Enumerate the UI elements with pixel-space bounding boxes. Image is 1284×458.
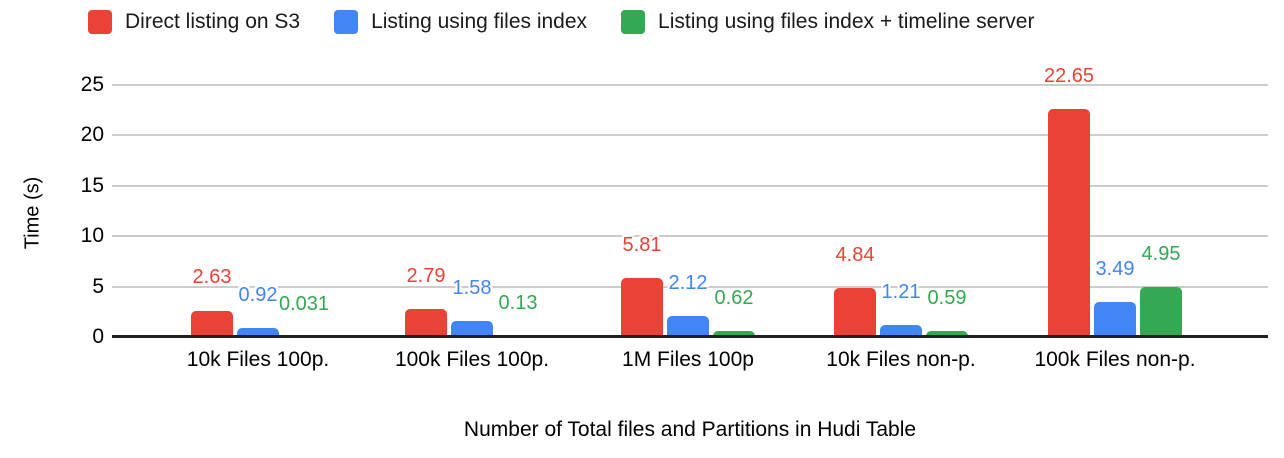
bar-value-label: 4.84	[835, 244, 875, 267]
bar	[191, 310, 233, 337]
bar	[880, 324, 922, 337]
x-category-label: 10k Files non-p.	[826, 348, 976, 371]
y-tick-label: 10	[80, 224, 104, 248]
bar-value-label: 1.21	[881, 280, 921, 303]
bar	[451, 321, 493, 337]
x-category-label: 1M Files 100p	[622, 348, 754, 371]
legend-label: Direct listing on S3	[125, 10, 301, 33]
gridline	[112, 285, 1268, 288]
bar-value-label: 2.79	[406, 264, 446, 287]
chart-legend: Direct listing on S3 Listing using files …	[88, 10, 1034, 34]
bar-value-label: 2.12	[668, 271, 708, 294]
gridline	[112, 184, 1268, 187]
bar	[834, 288, 876, 337]
bar	[1048, 108, 1090, 337]
y-tick-label: 0	[92, 325, 104, 348]
y-tick-label: 5	[92, 274, 104, 298]
bar-value-label: 1.58	[452, 277, 492, 300]
bar-value-label: 0.031	[278, 292, 330, 315]
bar-value-label: 3.49	[1095, 257, 1135, 280]
x-category-label: 100k Files non-p.	[1034, 348, 1196, 371]
bar	[713, 330, 755, 337]
bar-value-label: 0.92	[238, 283, 278, 306]
bar-value-label: 5.81	[622, 234, 662, 257]
bar-value-label: 4.95	[1141, 243, 1181, 266]
legend-item: Listing using files index	[334, 10, 587, 34]
gridline	[112, 84, 1268, 86]
legend-label: Listing using files index	[371, 10, 588, 33]
bar-value-label: 0.13	[498, 291, 538, 314]
legend-item: Direct listing on S3	[88, 10, 300, 34]
bar-value-label: 0.62	[714, 286, 754, 309]
bar	[237, 327, 279, 337]
bar	[1140, 287, 1182, 337]
bar-value-label: 22.65	[1043, 64, 1095, 87]
y-tick-label: 15	[80, 173, 104, 197]
bar-value-label: 2.63	[192, 266, 232, 289]
x-category-label: 100k Files 100p.	[394, 348, 550, 371]
x-category-label: 10k Files 100p.	[186, 348, 330, 371]
legend-swatch-icon	[621, 10, 646, 34]
x-axis-title: Number of Total files and Partitions in …	[463, 418, 917, 441]
legend-label: Listing using files index + timeline ser…	[658, 10, 1035, 33]
legend-item: Listing using files index + timeline ser…	[621, 10, 1034, 34]
bar	[1094, 301, 1136, 337]
legend-swatch-icon	[88, 10, 112, 34]
bar	[667, 315, 709, 337]
bar	[621, 278, 663, 337]
bar	[926, 331, 968, 337]
gridline	[112, 235, 1268, 238]
bar	[405, 308, 447, 337]
x-axis-line	[112, 335, 1268, 338]
gridline	[112, 134, 1268, 137]
legend-swatch-icon	[334, 10, 359, 34]
bar-value-label: 0.59	[927, 287, 967, 310]
y-tick-label: 20	[80, 123, 104, 147]
y-tick-label: 25	[80, 73, 104, 96]
plot-area: 0 5 10 15 20 25 2.63 0.92 0.031 10k Files 100p. 2.…	[81, 65, 1268, 371]
